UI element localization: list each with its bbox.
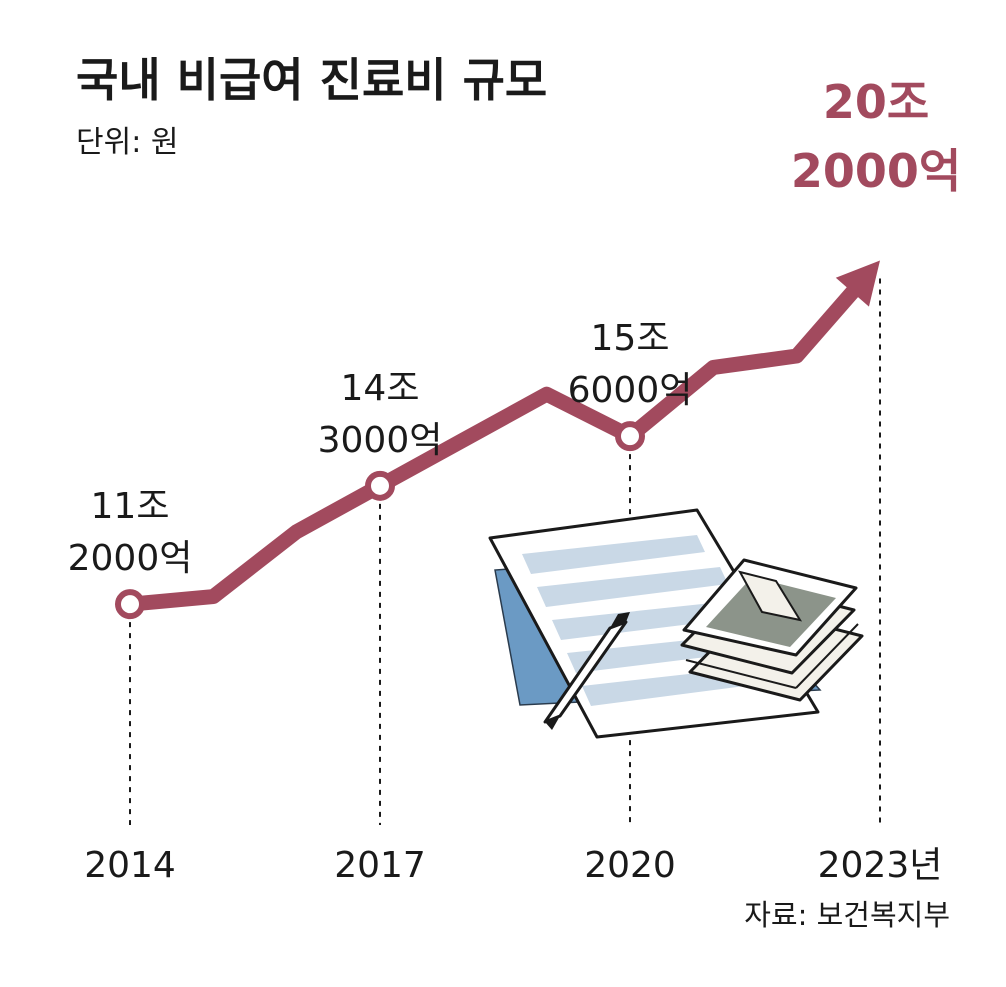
x-tick-label-1: 2017 xyxy=(334,845,426,886)
x-tick-label-2: 2020 xyxy=(584,845,676,886)
data-label-3-line1: 20조 xyxy=(823,75,929,129)
x-axis-ticks: 2014 2017 2020 2023년 xyxy=(84,845,942,886)
point-markers xyxy=(115,421,645,620)
series-line xyxy=(129,282,862,612)
arrow-head xyxy=(835,260,880,307)
x-tick-label-0: 2014 xyxy=(84,845,176,886)
data-label-0-line2: 2000억 xyxy=(68,538,193,579)
chart-title: 국내 비급여 진료비 규모 xyxy=(76,53,547,107)
data-labels: 11조 2000억 14조 3000억 15조 6000억 20조 2000억 xyxy=(68,75,962,579)
line-series xyxy=(129,260,880,612)
data-label-1-line1: 14조 xyxy=(341,368,420,409)
data-label-2-line2: 6000억 xyxy=(568,370,693,411)
data-label-3-line2: 2000억 xyxy=(791,144,961,198)
data-label-2-line1: 15조 xyxy=(591,318,670,359)
guide-lines xyxy=(129,278,881,825)
x-tick-label-3: 2023년 xyxy=(818,845,943,886)
point-marker-1 xyxy=(365,470,395,501)
point-marker-2 xyxy=(615,421,645,452)
source-note: 자료: 보건복지부 xyxy=(744,898,950,932)
data-label-0-line1: 11조 xyxy=(91,486,170,527)
point-marker-0 xyxy=(115,589,145,620)
data-label-1-line2: 3000억 xyxy=(318,420,443,461)
medical-bill-and-money-icon xyxy=(488,508,864,739)
unit-label: 단위: 원 xyxy=(76,125,178,160)
